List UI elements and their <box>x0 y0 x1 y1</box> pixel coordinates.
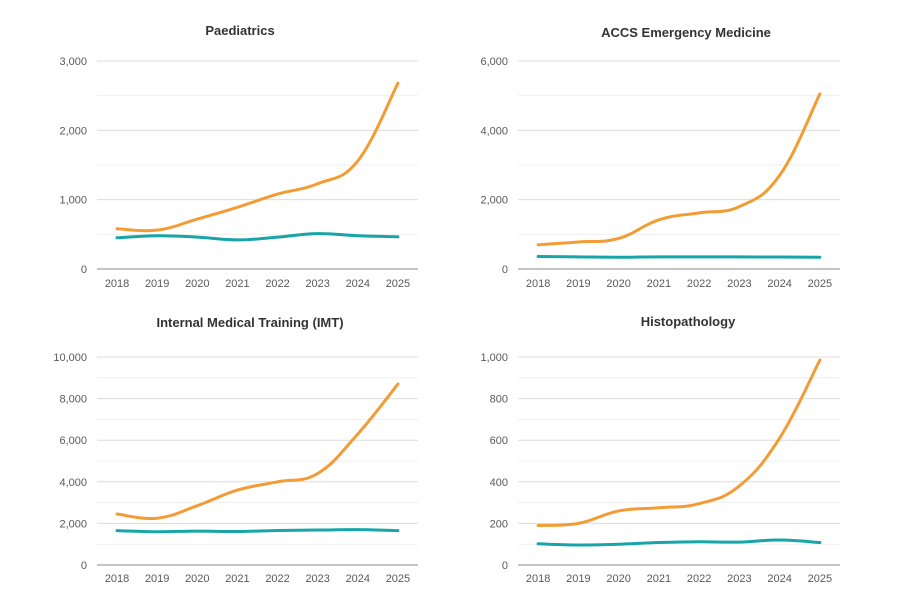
y-tick-label: 6,000 <box>59 435 87 447</box>
x-tick-label: 2018 <box>526 573 550 585</box>
x-tick-label: 2022 <box>687 573 711 585</box>
y-tick-label: 200 <box>490 518 508 530</box>
series-line-a <box>115 382 400 521</box>
chart-panel-1: Paediatrics 0 1,000 2,000 3,000 2018 2019 2020 2… <box>59 23 418 290</box>
chart-panel-3: Internal Medical Training (IMT) 0 2,000 4,0… <box>53 315 418 585</box>
x-tick-label: 2018 <box>526 278 550 290</box>
y-tick-label: 4,000 <box>59 477 87 489</box>
y-tick-label: 8,000 <box>59 394 87 406</box>
y-tick-label: 4,000 <box>480 125 508 137</box>
x-tick-label: 2020 <box>185 573 209 585</box>
chart-title: Histopathology <box>641 314 736 329</box>
x-tick-label: 2019 <box>566 573 590 585</box>
x-tick-label: 2024 <box>346 278 370 290</box>
x-tick-label: 2020 <box>606 278 630 290</box>
x-tick-label: 2019 <box>145 573 169 585</box>
y-tick-label: 0 <box>502 264 508 276</box>
series-line-b <box>115 232 400 242</box>
x-tick-label: 2021 <box>225 278 249 290</box>
x-tick-label: 2023 <box>727 573 751 585</box>
series-line-b <box>115 528 400 534</box>
x-tick-label: 2025 <box>808 278 832 290</box>
x-tick-label: 2023 <box>305 278 329 290</box>
y-tick-label: 2,000 <box>59 125 87 137</box>
x-tick-label: 2025 <box>386 278 410 290</box>
x-tick-label: 2025 <box>808 573 832 585</box>
x-tick-label: 2019 <box>566 278 590 290</box>
series-line-a <box>115 81 400 233</box>
chart-title: Internal Medical Training (IMT) <box>156 315 343 330</box>
x-tick-label: 2024 <box>346 573 370 585</box>
x-tick-label: 2020 <box>606 573 630 585</box>
x-tick-label: 2020 <box>185 278 209 290</box>
x-tick-label: 2021 <box>647 573 671 585</box>
x-tick-label: 2019 <box>145 278 169 290</box>
x-tick-label: 2022 <box>687 278 711 290</box>
chart-panel-4: Histopathology 0 200 400 600 800 1,000 2018 2019… <box>480 314 840 585</box>
y-tick-label: 0 <box>81 560 87 572</box>
x-tick-label: 2018 <box>105 573 129 585</box>
y-tick-label: 1,000 <box>59 195 87 207</box>
series-line-b <box>536 255 822 259</box>
y-tick-label: 800 <box>490 394 508 406</box>
x-tick-label: 2022 <box>265 573 289 585</box>
x-tick-label: 2021 <box>647 278 671 290</box>
series-line-b <box>536 538 822 547</box>
y-tick-label: 6,000 <box>480 56 508 68</box>
x-tick-label: 2022 <box>265 278 289 290</box>
y-tick-label: 600 <box>490 435 508 447</box>
chart-panel-2: ACCS Emergency Medicine 0 2,000 4,000 6,000 2… <box>480 25 840 290</box>
series-line-a <box>536 92 822 247</box>
x-tick-label: 2023 <box>305 573 329 585</box>
x-tick-label: 2024 <box>767 573 791 585</box>
y-tick-label: 400 <box>490 477 508 489</box>
chart-title: Paediatrics <box>205 23 274 38</box>
x-tick-label: 2018 <box>105 278 129 290</box>
chart-title: ACCS Emergency Medicine <box>601 25 771 40</box>
y-tick-label: 3,000 <box>59 56 87 68</box>
series-line-a <box>536 358 822 527</box>
y-tick-label: 0 <box>81 264 87 276</box>
x-tick-label: 2024 <box>767 278 791 290</box>
y-tick-label: 0 <box>502 560 508 572</box>
y-tick-label: 2,000 <box>59 518 87 530</box>
y-tick-label: 10,000 <box>53 352 87 364</box>
y-tick-label: 2,000 <box>480 195 508 207</box>
y-tick-label: 1,000 <box>480 352 508 364</box>
x-tick-label: 2023 <box>727 278 751 290</box>
x-tick-label: 2021 <box>225 573 249 585</box>
x-tick-label: 2025 <box>386 573 410 585</box>
